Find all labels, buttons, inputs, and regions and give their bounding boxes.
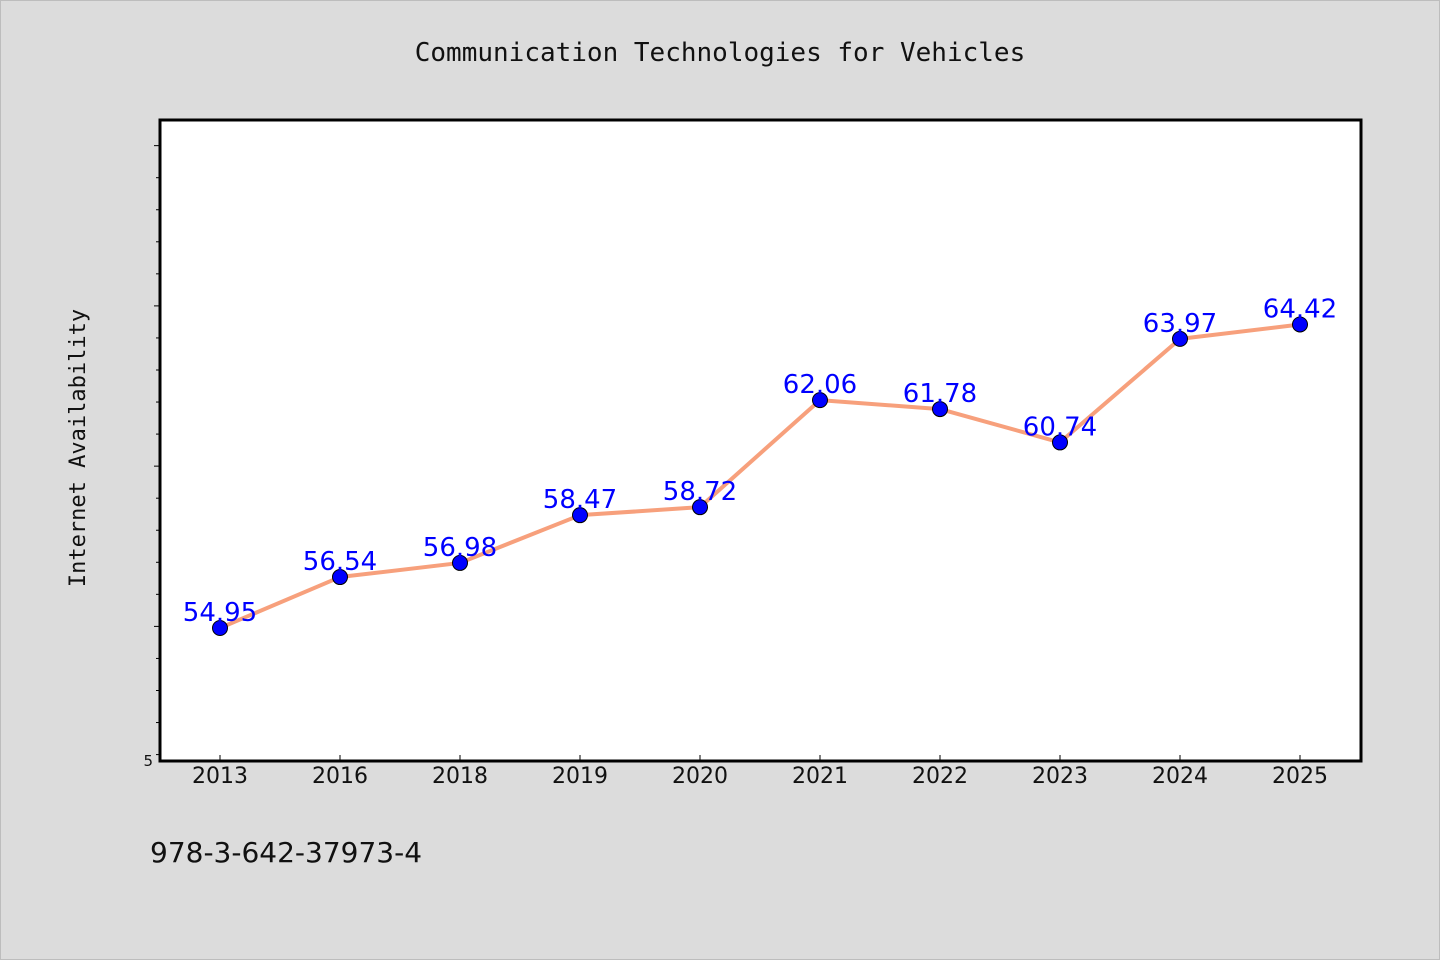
data-point: [692, 499, 708, 516]
data-label: 54.95: [183, 598, 257, 628]
data-point: [932, 401, 948, 418]
x-tick-label: 2020: [672, 764, 728, 789]
data-label: 56.54: [303, 547, 377, 577]
x-tick-label: 2024: [1152, 764, 1208, 789]
data-point: [332, 569, 348, 586]
isbn-note: 978-3-642-37973-4: [150, 836, 422, 869]
y-tick-label: 5: [143, 752, 153, 770]
data-label: 58.47: [543, 485, 617, 515]
data-label: 60.74: [1023, 412, 1097, 442]
data-label: 56.98: [423, 533, 497, 563]
y-axis-ticks: [154, 145, 160, 756]
series-lines: [218, 322, 1302, 630]
data-point: [452, 554, 468, 571]
data-label: 58.72: [663, 477, 737, 507]
x-tick-label: 2022: [912, 764, 968, 789]
x-tick-label: 2016: [312, 764, 368, 789]
data-point: [572, 507, 588, 524]
data-label: 64.42: [1263, 294, 1337, 324]
x-tick-label: 2023: [1032, 764, 1088, 789]
y-axis-tick-labels: 5: [143, 752, 153, 770]
x-tick-label: 2019: [552, 764, 608, 789]
chart-title: Communication Technologies for Vehicles: [415, 38, 1025, 68]
data-markers: [212, 316, 1308, 636]
data-point: [1172, 330, 1188, 347]
x-tick-label: 2021: [792, 764, 848, 789]
x-tick-label: 2025: [1272, 764, 1328, 789]
x-axis-ticks: [219, 755, 1301, 761]
y-axis-label: Internet Availability: [66, 309, 91, 587]
data-label: 63.97: [1143, 309, 1217, 339]
plot-area: [158, 118, 1363, 763]
x-axis-tick-labels: 2013 2016 2018 2019 2020 2021 2022 2023 2024 2025: [192, 764, 1328, 789]
x-tick-label: 2018: [432, 764, 488, 789]
data-labels: 54.95 56.54 56.98 58.47 58.72 62.06 61.78 60.74…: [183, 294, 1337, 628]
data-point: [1052, 434, 1068, 451]
data-point: [812, 392, 828, 409]
x-tick-label: 2013: [192, 764, 248, 789]
series-line: [218, 322, 1302, 630]
data-point: [1292, 316, 1308, 333]
data-label: 61.78: [903, 379, 977, 409]
data-label: 62.06: [783, 370, 857, 400]
data-point: [212, 619, 228, 636]
